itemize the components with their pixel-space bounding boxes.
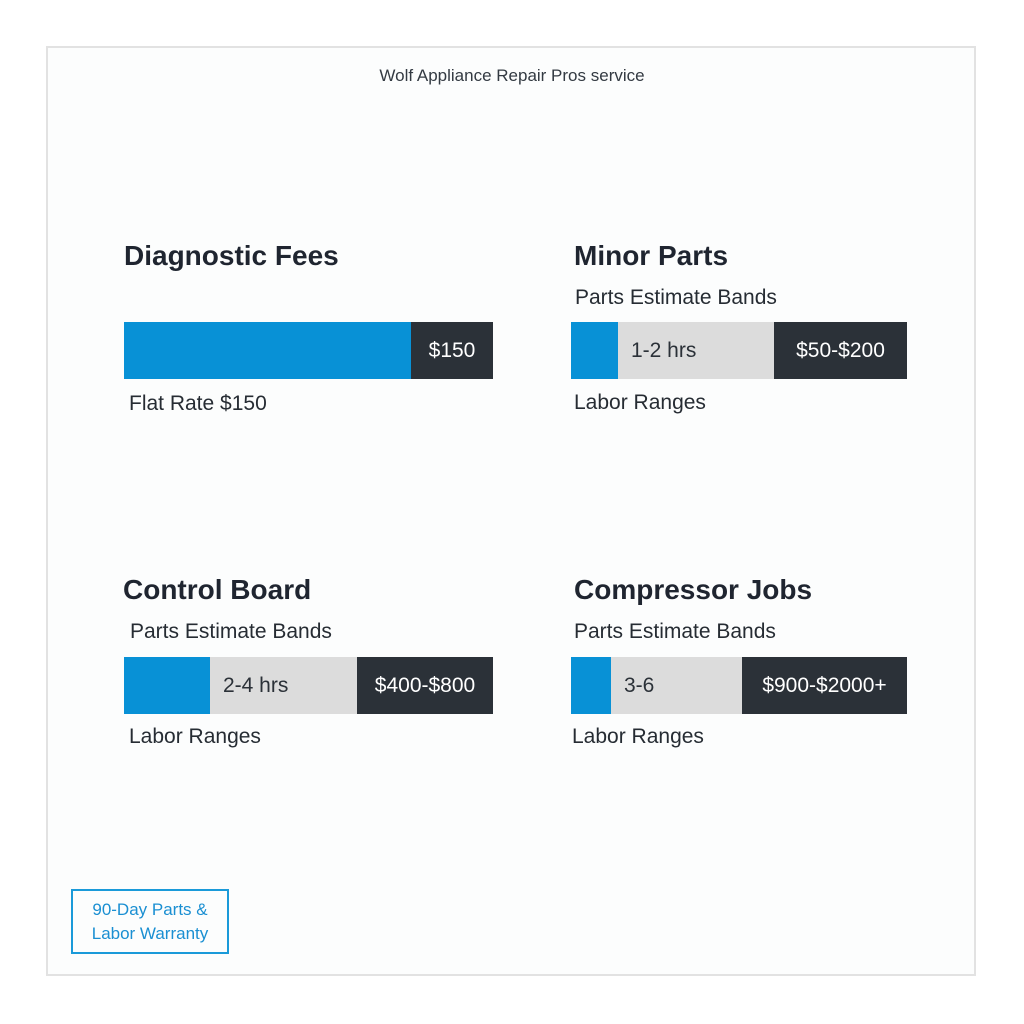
bar-segment-accent — [571, 322, 618, 379]
section-title-compressor-jobs: Compressor Jobs — [574, 574, 813, 605]
bar-segment-labor: 1-2 hrs — [618, 322, 774, 379]
bar-segment-accent — [124, 322, 411, 379]
warranty-badge: 90-Day Parts & Labor Warranty — [71, 889, 229, 954]
bar-segment-price: $400-$800 — [357, 657, 493, 714]
section-title-minor-parts: Minor Parts — [574, 240, 729, 271]
bar-segment-accent — [571, 657, 611, 714]
bar-segment-price: $900-$2000+ — [742, 657, 907, 714]
section-caption: Flat Rate $150 — [129, 392, 267, 415]
section-subtitle: Parts Estimate Bands — [574, 620, 776, 643]
bar-segment-labor: 2-4 hrs — [210, 657, 357, 714]
price-bar-minor-parts: 1-2 hrs $50-$200 — [571, 322, 907, 379]
warranty-line-1: 90-Day Parts & — [92, 899, 208, 919]
bar-segment-labor: 3-6 — [611, 657, 742, 714]
section-caption: Labor Ranges — [574, 391, 706, 414]
section-title-diagnostic-fees: Diagnostic Fees — [124, 240, 339, 271]
infographic-card — [46, 46, 976, 976]
bar-segment-price: $50-$200 — [774, 322, 907, 379]
section-subtitle: Parts Estimate Bands — [130, 620, 332, 643]
price-bar-compressor-jobs: 3-6 $900-$2000+ — [571, 657, 907, 714]
section-caption: Labor Ranges — [129, 725, 261, 748]
bar-segment-accent — [124, 657, 210, 714]
section-subtitle: Parts Estimate Bands — [575, 286, 777, 309]
warranty-line-2: Labor Warranty — [91, 923, 209, 943]
price-bar-control-board: 2-4 hrs $400-$800 — [124, 657, 493, 714]
section-title-control-board: Control Board — [123, 574, 312, 605]
bar-segment-price: $150 — [411, 322, 493, 379]
price-bar-diagnostic: $150 — [124, 322, 493, 379]
section-caption: Labor Ranges — [572, 725, 704, 748]
page-title: Wolf Appliance Repair Pros service — [379, 66, 645, 85]
